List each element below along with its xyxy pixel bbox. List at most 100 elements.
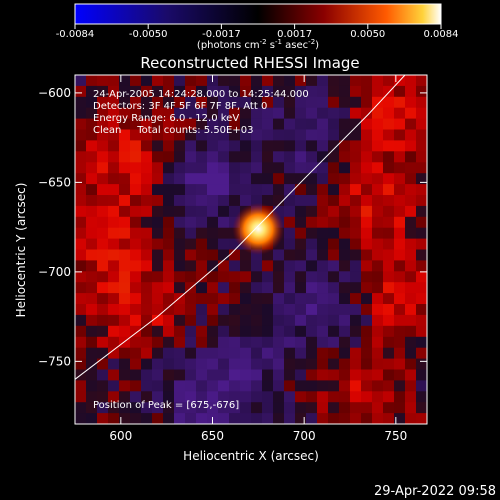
heatmap-cell: [306, 358, 318, 371]
heatmap-cell: [207, 325, 219, 338]
heatmap-cell: [86, 162, 98, 174]
heatmap-cell: [141, 151, 153, 163]
heatmap-cell: [262, 107, 274, 120]
heatmap-cell: [361, 304, 373, 316]
heatmap-cell: [141, 304, 153, 316]
heatmap-cell: [152, 369, 164, 381]
heatmap-cell: [185, 314, 197, 327]
heatmap-cell: [284, 227, 296, 240]
heatmap-cell: [350, 413, 362, 424]
heatmap-cell: [372, 260, 384, 272]
heatmap-cell: [372, 293, 384, 305]
heatmap-cell: [251, 140, 263, 152]
heatmap-cell: [317, 75, 329, 87]
heatmap-cell: [108, 249, 120, 261]
heatmap-cell: [130, 151, 142, 163]
heatmap-cell: [240, 107, 252, 120]
heatmap-cell: [119, 216, 131, 229]
heatmap-cell: [262, 118, 274, 131]
heatmap-cell: [75, 140, 87, 152]
heatmap-cell: [383, 118, 395, 131]
heatmap-cell: [163, 85, 175, 98]
heatmap-cell: [317, 282, 329, 294]
heatmap-cell: [218, 249, 230, 261]
heatmap-cell: [196, 129, 208, 141]
heatmap-cell: [262, 162, 274, 174]
heatmap-cell: [361, 260, 373, 272]
y-tick-label: −750: [38, 354, 71, 368]
heatmap-cell: [405, 162, 417, 174]
heatmap-cell: [130, 216, 142, 229]
heatmap-cell: [273, 271, 285, 283]
heatmap-cell: [130, 75, 142, 87]
heatmap-cell: [284, 96, 296, 109]
heatmap-cell: [416, 140, 427, 152]
heatmap-cell: [196, 96, 208, 109]
heatmap-cell: [405, 413, 417, 424]
heatmap-cell: [207, 260, 219, 272]
heatmap-cell: [339, 271, 351, 283]
heatmap-cell: [229, 282, 241, 294]
heatmap-cell: [251, 107, 263, 120]
heatmap-cell: [229, 391, 241, 403]
heatmap-cell: [350, 184, 362, 196]
heatmap-cell: [317, 96, 329, 109]
heatmap-cell: [130, 184, 142, 196]
heatmap-cell: [185, 293, 197, 305]
heatmap-cell: [295, 184, 307, 196]
heatmap-cell: [394, 293, 406, 305]
heatmap-cell: [262, 96, 274, 109]
heatmap-cell: [108, 162, 120, 174]
heatmap-cell: [119, 314, 131, 327]
heatmap-cell: [108, 347, 120, 360]
heatmap-cell: [295, 249, 307, 261]
heatmap-cell: [207, 314, 219, 327]
heatmap-cell: [394, 260, 406, 272]
heatmap-cell: [185, 195, 197, 207]
heatmap-cell: [273, 347, 285, 360]
heatmap-cell: [152, 118, 164, 131]
heatmap-cell: [218, 380, 230, 392]
heatmap-cell: [416, 358, 427, 371]
heatmap-cell: [229, 304, 241, 316]
heatmap-cell: [339, 205, 351, 218]
heatmap-cell: [295, 304, 307, 316]
heatmap-cell: [174, 402, 186, 414]
heatmap-cell: [86, 238, 98, 251]
heatmap-cell: [152, 271, 164, 283]
heatmap-cell: [394, 151, 406, 163]
heatmap-cell: [229, 129, 241, 141]
heatmap-cell: [185, 227, 197, 240]
heatmap-cell: [108, 118, 120, 131]
heatmap-cell: [207, 107, 219, 120]
heatmap-cell: [273, 151, 285, 163]
heatmap-cell: [229, 173, 241, 185]
heatmap-cell: [273, 184, 285, 196]
annotation-time: 24-Apr-2005 14:24:28.000 to 14:25:44.000: [93, 89, 309, 100]
heatmap-cell: [97, 336, 109, 349]
heatmap-cell: [240, 184, 252, 196]
heatmap-cell: [284, 151, 296, 163]
heatmap-cell: [119, 205, 131, 218]
heatmap-cell: [317, 129, 329, 141]
x-tick-label: 600: [109, 429, 132, 443]
heatmap-cell: [218, 260, 230, 272]
heatmap-cell: [394, 118, 406, 131]
heatmap-cell: [273, 380, 285, 392]
heatmap-cell: [163, 195, 175, 207]
heatmap-cell: [372, 85, 384, 98]
heatmap-cell: [361, 325, 373, 338]
heatmap-cell: [339, 96, 351, 109]
heatmap-cell: [383, 402, 395, 414]
heatmap-cell: [119, 271, 131, 283]
heatmap-cell: [372, 391, 384, 403]
heatmap-cell: [229, 162, 241, 174]
heatmap-cell: [284, 391, 296, 403]
heatmap-cell: [350, 369, 362, 381]
x-axis-ticks: 600 650 700 750: [109, 75, 407, 443]
heatmap-cell: [108, 260, 120, 272]
heatmap-cell: [306, 347, 318, 360]
heatmap-cell: [229, 107, 241, 120]
heatmap-cell: [174, 107, 186, 120]
heatmap-cell: [350, 249, 362, 261]
